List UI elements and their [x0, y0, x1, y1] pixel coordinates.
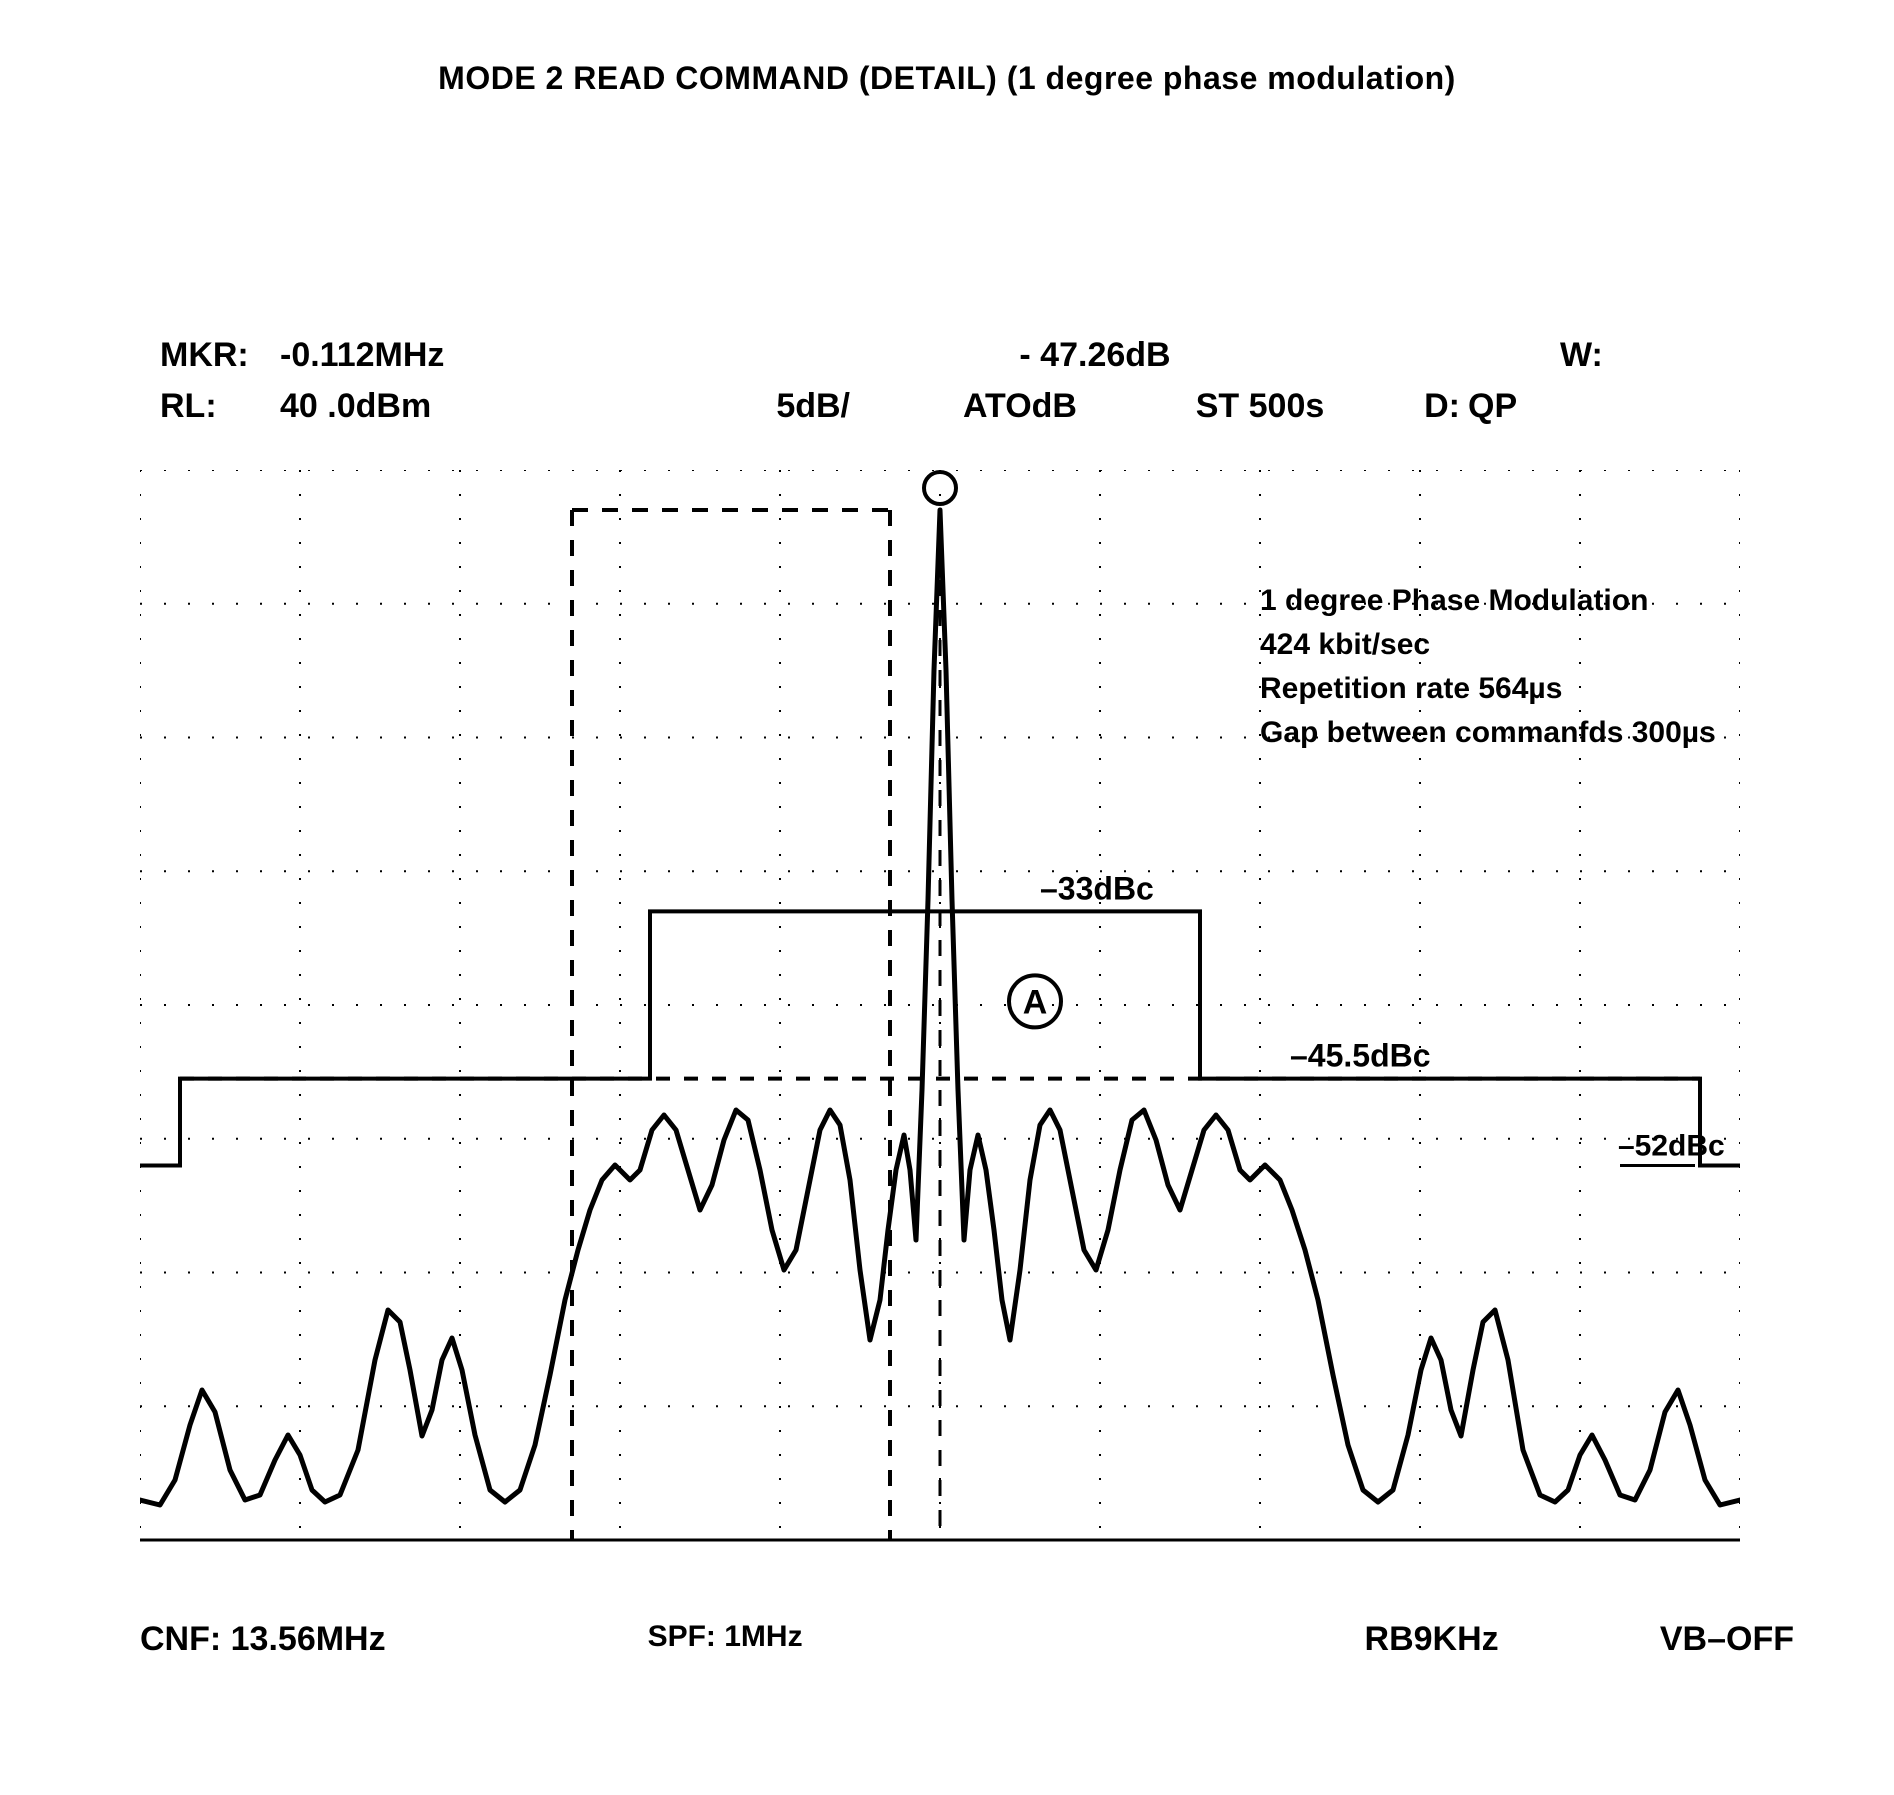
mask-dashed-box [572, 510, 890, 1540]
mkr-label: MKR: [160, 330, 280, 381]
page-wrap: MODE 2 READ COMMAND (DETAIL) (1 degree p… [0, 0, 1894, 1795]
header-row-1: MKR: -0.112MHz - 47.26dB W: [160, 330, 1734, 381]
marker-circle [924, 472, 956, 504]
info-l3: Repetition rate 564µs [1260, 672, 1562, 705]
rb-value: RB9KHz [1365, 1620, 1605, 1659]
db-reading: - 47.26dB [930, 330, 1260, 381]
page-title: MODE 2 READ COMMAND (DETAIL) (1 degree p… [120, 60, 1774, 97]
rl-value: 40 .0dBm [280, 381, 620, 432]
scale-value: 5dB/ [620, 381, 910, 432]
d-value: QP [1460, 381, 1548, 432]
spectrum-figure: –33dBc –45.5dBc –52dBc A 1 degree Phase Modu… [140, 470, 1740, 1600]
lbl-33dbc: –33dBc [1040, 870, 1154, 906]
info-l2: 424 kbit/sec [1260, 628, 1430, 661]
spf-value: SPF: 1MHz [648, 1620, 803, 1659]
spectrum-svg: –33dBc –45.5dBc –52dBc A 1 degree Phase Modu… [140, 470, 1740, 1600]
cnf-value: CNF: 13.56MHz [140, 1620, 386, 1659]
d-label: D: [1390, 381, 1460, 432]
lbl-52dbc: –52dBc [1618, 1130, 1725, 1163]
circ-a-label: A [1023, 983, 1048, 1021]
header-readouts: MKR: -0.112MHz - 47.26dB W: RL: 40 .0dBm… [160, 330, 1734, 432]
st-value: ST 500s [1130, 381, 1390, 432]
header-row-2: RL: 40 .0dBm 5dB/ ATOdB ST 500s D: QP [160, 381, 1734, 432]
info-l4: Gap between commanfds 300µs [1260, 716, 1716, 749]
mkr-value: -0.112MHz [280, 330, 660, 381]
info-l1: 1 degree Phase Modulation [1260, 584, 1648, 617]
w-label: W: [1560, 330, 1670, 381]
rl-label: RL: [160, 381, 280, 432]
header-spacer-1 [660, 330, 930, 381]
atten-value: ATOdB [910, 381, 1130, 432]
lbl-45dbc: –45.5dBc [1290, 1038, 1431, 1074]
vb-value: VB–OFF [1614, 1620, 1794, 1659]
header-spacer-2 [1260, 330, 1560, 381]
footer-readouts: CNF: 13.56MHz SPF: 1MHz RB9KHz VB–OFF [140, 1620, 1754, 1659]
